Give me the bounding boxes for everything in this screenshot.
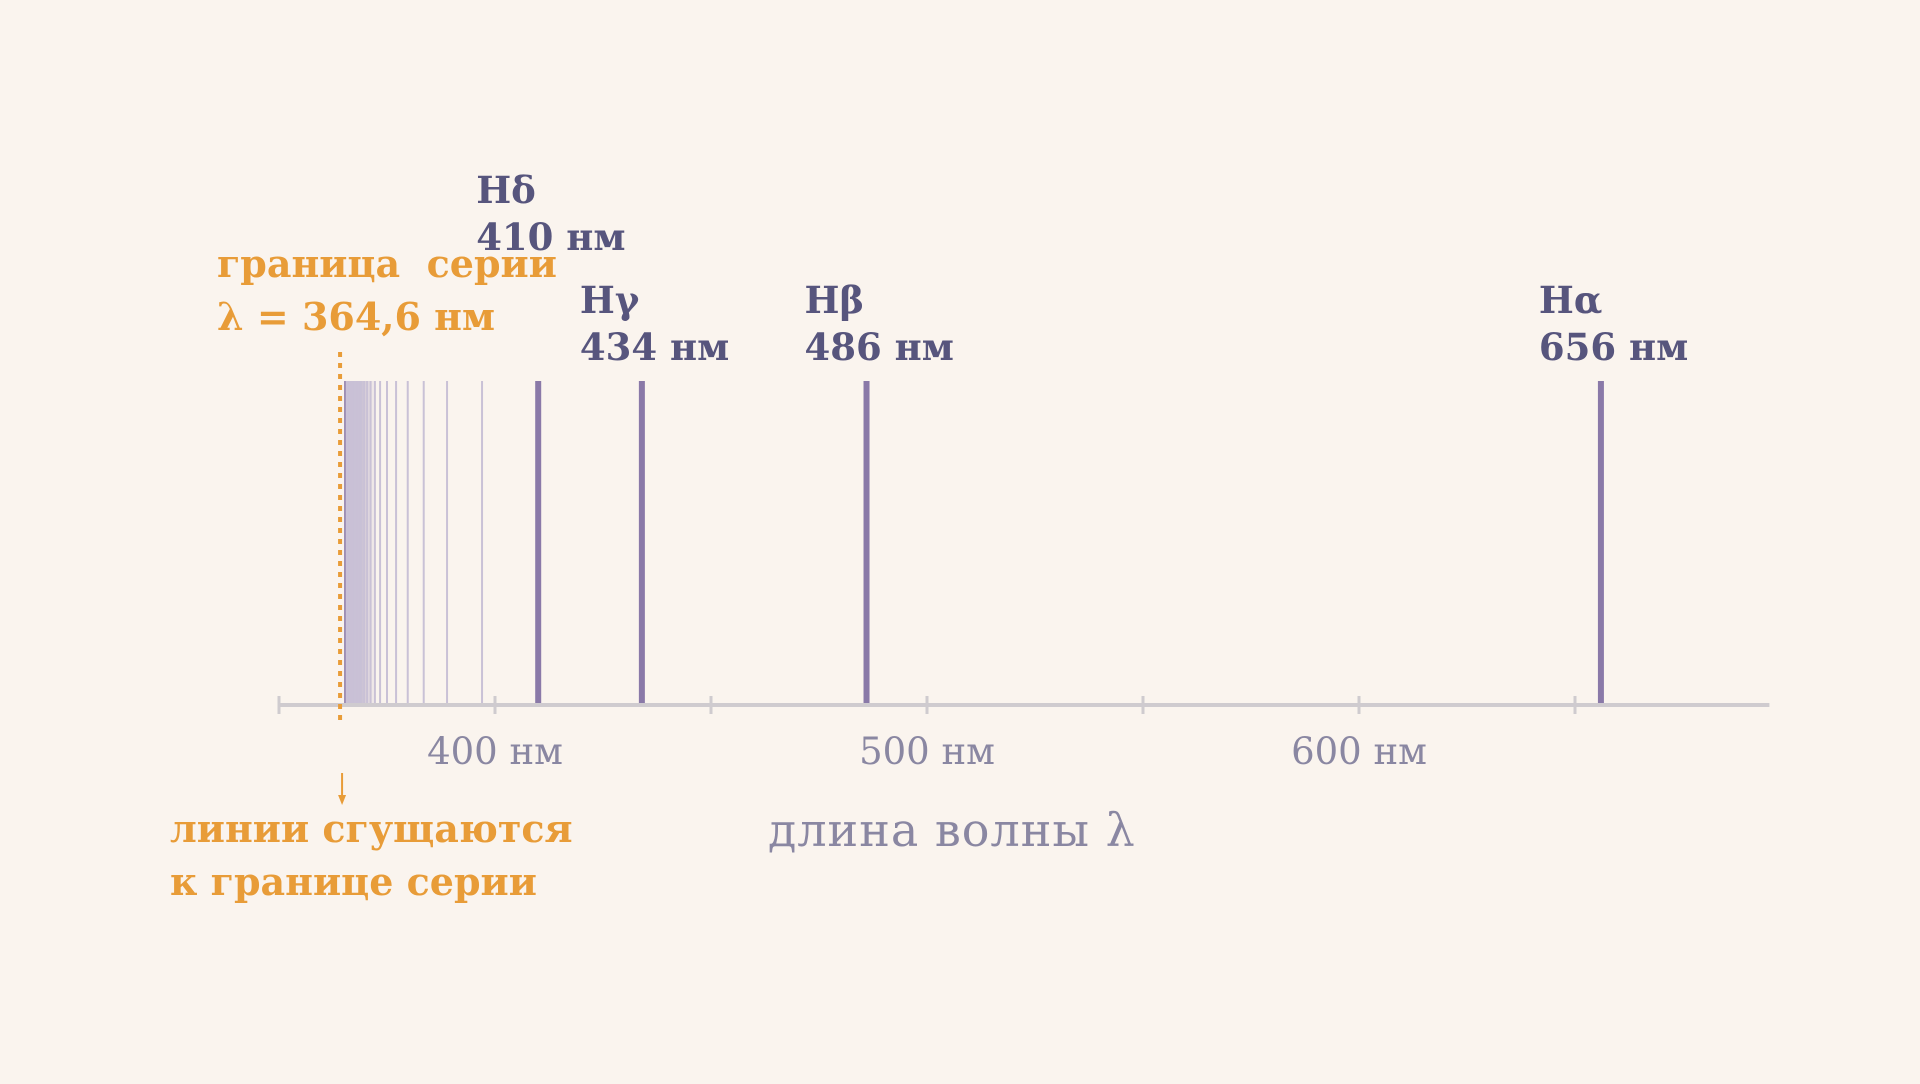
tick-label: 600 нм [1291,730,1427,773]
line-name-label: Hβ [805,278,865,322]
arrow-head-icon [338,795,347,805]
line-wavelength-label: 486 нм [805,325,954,369]
convergence-note-line2: к границе серии [170,859,537,904]
line-wavelength-label: 434 нм [580,325,729,369]
line-wavelength-label: 410 нм [476,215,625,259]
series-limit-label-line2: λ = 364,6 нм [217,294,495,339]
series-limit-label-line1: граница серии [217,241,557,286]
bright-lines-group [535,381,1604,705]
line-name-label: Hγ [580,278,640,322]
tick-label: 500 нм [859,730,995,773]
axis-title: длина волны λ [768,803,1136,857]
axis-ticks-group: 400 нм 500 нм 600 нм [277,696,1577,773]
faint-lines-group [345,381,484,705]
line-name-label: Hδ [476,168,536,212]
convergence-note-line1: линии сгущаются [170,806,573,851]
line-name-label: Hα [1539,278,1602,322]
line-wavelength-label: 656 нм [1539,325,1688,369]
tick-label: 400 нм [427,730,563,773]
